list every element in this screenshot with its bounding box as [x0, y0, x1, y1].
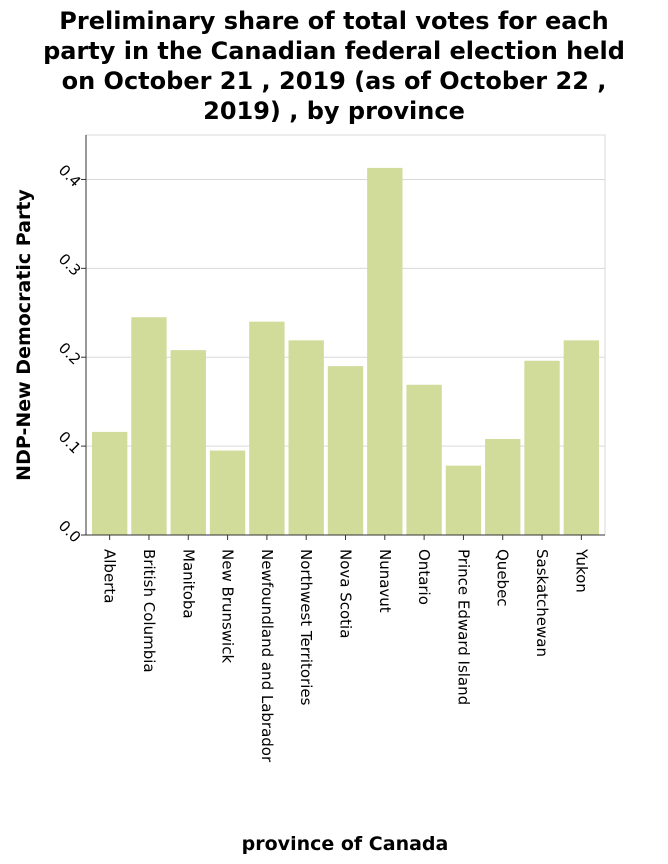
x-tick-label: Northwest Territories — [297, 549, 315, 706]
x-axis-label: province of Canada — [242, 833, 449, 855]
bar-quebec — [485, 439, 521, 535]
bar-nova-scotia — [327, 366, 364, 535]
chart-title-line: on October 21 , 2019 (as of October 22 , — [62, 67, 607, 95]
bar-northwest-territories — [288, 340, 324, 535]
bar-british-columbia — [131, 317, 167, 535]
y-tick-label: 0.2 — [55, 339, 85, 369]
chart-title-line: Preliminary share of total votes for eac… — [59, 7, 608, 35]
bar-saskatchewan — [524, 360, 560, 535]
chart-title-line: 2019) , by province — [203, 97, 465, 125]
chart-title-line: party in the Canadian federal election h… — [43, 37, 625, 65]
bar-alberta — [91, 431, 128, 535]
chart-title: Preliminary share of total votes for eac… — [43, 7, 625, 125]
y-tick-label: 0.3 — [55, 250, 85, 280]
bar-nunavut — [367, 167, 403, 535]
bar-newfoundland-and-labrador — [249, 321, 285, 535]
x-tick-label: Prince Edward Island — [454, 549, 472, 705]
x-tick-label: Yukon — [572, 548, 590, 593]
bars — [91, 167, 600, 535]
bar-prince-edward-island — [445, 465, 482, 535]
x-tick-label: Newfoundland and Labrador — [258, 549, 276, 763]
y-tick-label: 0.1 — [55, 428, 85, 458]
bar-new-brunswick — [209, 450, 246, 535]
y-axis-label: NDP-New Democratic Party — [13, 189, 35, 481]
y-tick-label: 0.4 — [55, 161, 85, 191]
y-tick-label: 0.0 — [55, 517, 85, 547]
x-tick-label: Nova Scotia — [337, 549, 355, 638]
x-tick-label: Manitoba — [179, 549, 197, 619]
x-tick-label: Nunavut — [376, 549, 394, 613]
x-tick-label: British Columbia — [140, 549, 158, 673]
bar-manitoba — [170, 350, 206, 535]
x-tick-label: Ontario — [415, 549, 433, 605]
x-tick-labels: Alberta British Columbia Manitoba New Bruns… — [101, 535, 590, 763]
y-tick-labels: 0.0 0.1 0.2 0.3 0.4 — [55, 161, 86, 546]
bar-yukon — [563, 340, 600, 535]
x-tick-label: Saskatchewan — [533, 549, 551, 657]
x-tick-label: Quebec — [494, 549, 512, 607]
x-tick-label: New Brunswick — [219, 549, 237, 663]
x-tick-label: Alberta — [101, 549, 119, 603]
bar-ontario — [406, 384, 442, 535]
